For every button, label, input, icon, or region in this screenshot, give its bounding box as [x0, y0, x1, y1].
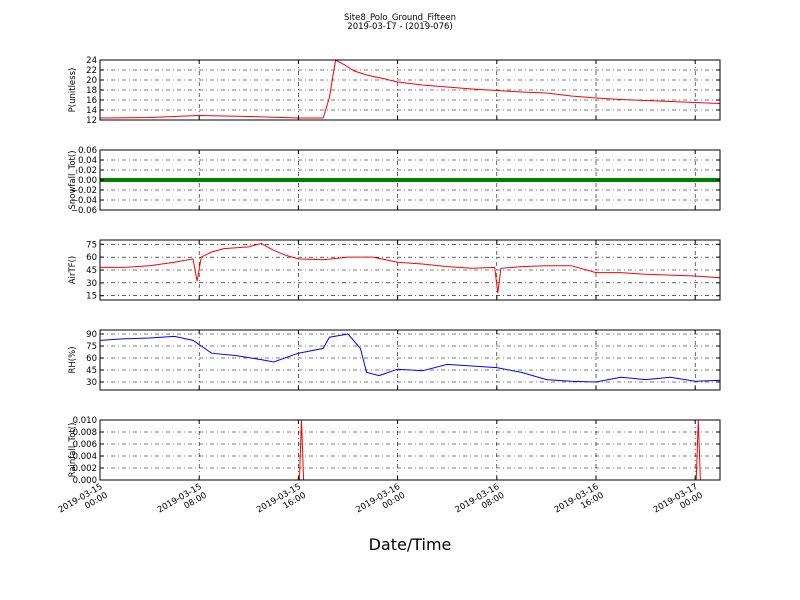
y-axis-label: P(unitless) — [68, 68, 78, 113]
y-tick-label: 0.010 — [73, 416, 97, 426]
series-line — [99, 59, 721, 119]
y-tick-label: 18 — [86, 86, 97, 96]
y-tick-label: 75 — [86, 342, 97, 352]
y-tick-label: 0.006 — [73, 440, 97, 450]
y-tick-label: −0.06 — [71, 206, 97, 216]
y-tick-label: 90 — [86, 330, 97, 340]
y-tick-label: −0.02 — [71, 186, 97, 196]
x-tick-label: 2019-03-1500:00 — [57, 482, 110, 524]
y-axis-label: RH(%) — [68, 346, 78, 373]
figure-title: Site8_Polo_Ground_Fifteen — [344, 13, 456, 23]
y-tick-label: 0.008 — [73, 428, 97, 438]
y-tick-label: 22 — [86, 66, 97, 76]
subplot-4: 30 45 60 75 90 RH(%) — [68, 329, 721, 391]
y-tick-label: 45 — [86, 366, 97, 376]
x-tick-label: 2019-03-1516:00 — [255, 482, 308, 524]
subplot-2: −0.06−0.04−0.020.000.020.040.06Snowfall_… — [68, 146, 721, 216]
y-tick-label: 16 — [86, 96, 97, 106]
x-tick-label: 2019-03-1508:00 — [156, 482, 209, 524]
y-tick-label: 0.02 — [78, 166, 97, 176]
y-axis-label: AirTF() — [68, 256, 78, 284]
x-axis-ticks: 2019-03-1500:00 2019-03-1508:00 2019-03-15… — [57, 482, 705, 524]
y-axis-label: Snowfall_Tot() — [68, 150, 78, 209]
series-line — [100, 419, 720, 481]
subplot-5: 0.000 0.002 0.004 0.006 0.008 0.010Rainfall_T… — [68, 416, 721, 486]
axes-frame — [99, 329, 721, 391]
y-tick-label: 15 — [86, 292, 97, 302]
y-tick-label: 60 — [86, 354, 97, 364]
y-tick-label: 60 — [86, 253, 97, 263]
y-tick-label: 12 — [86, 116, 97, 126]
y-tick-label: 0.004 — [73, 452, 97, 462]
y-tick-label: 20 — [86, 76, 97, 86]
figure-subtitle: 2019-03-17 - (2019-076) — [347, 22, 452, 32]
y-tick-label: 0.04 — [78, 156, 97, 166]
series-line — [100, 242, 721, 294]
y-tick-label: 24 — [86, 56, 97, 66]
y-tick-label: −0.04 — [71, 196, 97, 206]
y-tick-label: 0.06 — [78, 146, 97, 156]
subplot-3: 15 30 45 60 75 AirTF() — [68, 239, 721, 302]
x-axis-label: Date/Time — [369, 535, 452, 554]
y-tick-label: 75 — [86, 240, 97, 250]
y-tick-label: 0.00 — [78, 176, 97, 186]
y-tick-label: 30 — [86, 279, 97, 289]
y-tick-label: 45 — [86, 266, 97, 276]
y-tick-label: 0.000 — [73, 476, 97, 486]
y-tick-label: 0.002 — [73, 464, 97, 474]
y-axis-label: Rainfall_Tot() — [68, 423, 78, 478]
x-tick-label: 2019-03-1616:00 — [553, 482, 606, 524]
x-tick-label: 2019-03-1600:00 — [354, 482, 407, 524]
axes-frame — [99, 419, 721, 481]
x-tick-label: 2019-03-1700:00 — [652, 482, 705, 524]
series-line — [99, 333, 721, 383]
y-tick-label: 14 — [86, 106, 97, 116]
x-tick-label: 2019-03-1608:00 — [454, 482, 507, 524]
y-tick-label: 30 — [86, 378, 97, 388]
